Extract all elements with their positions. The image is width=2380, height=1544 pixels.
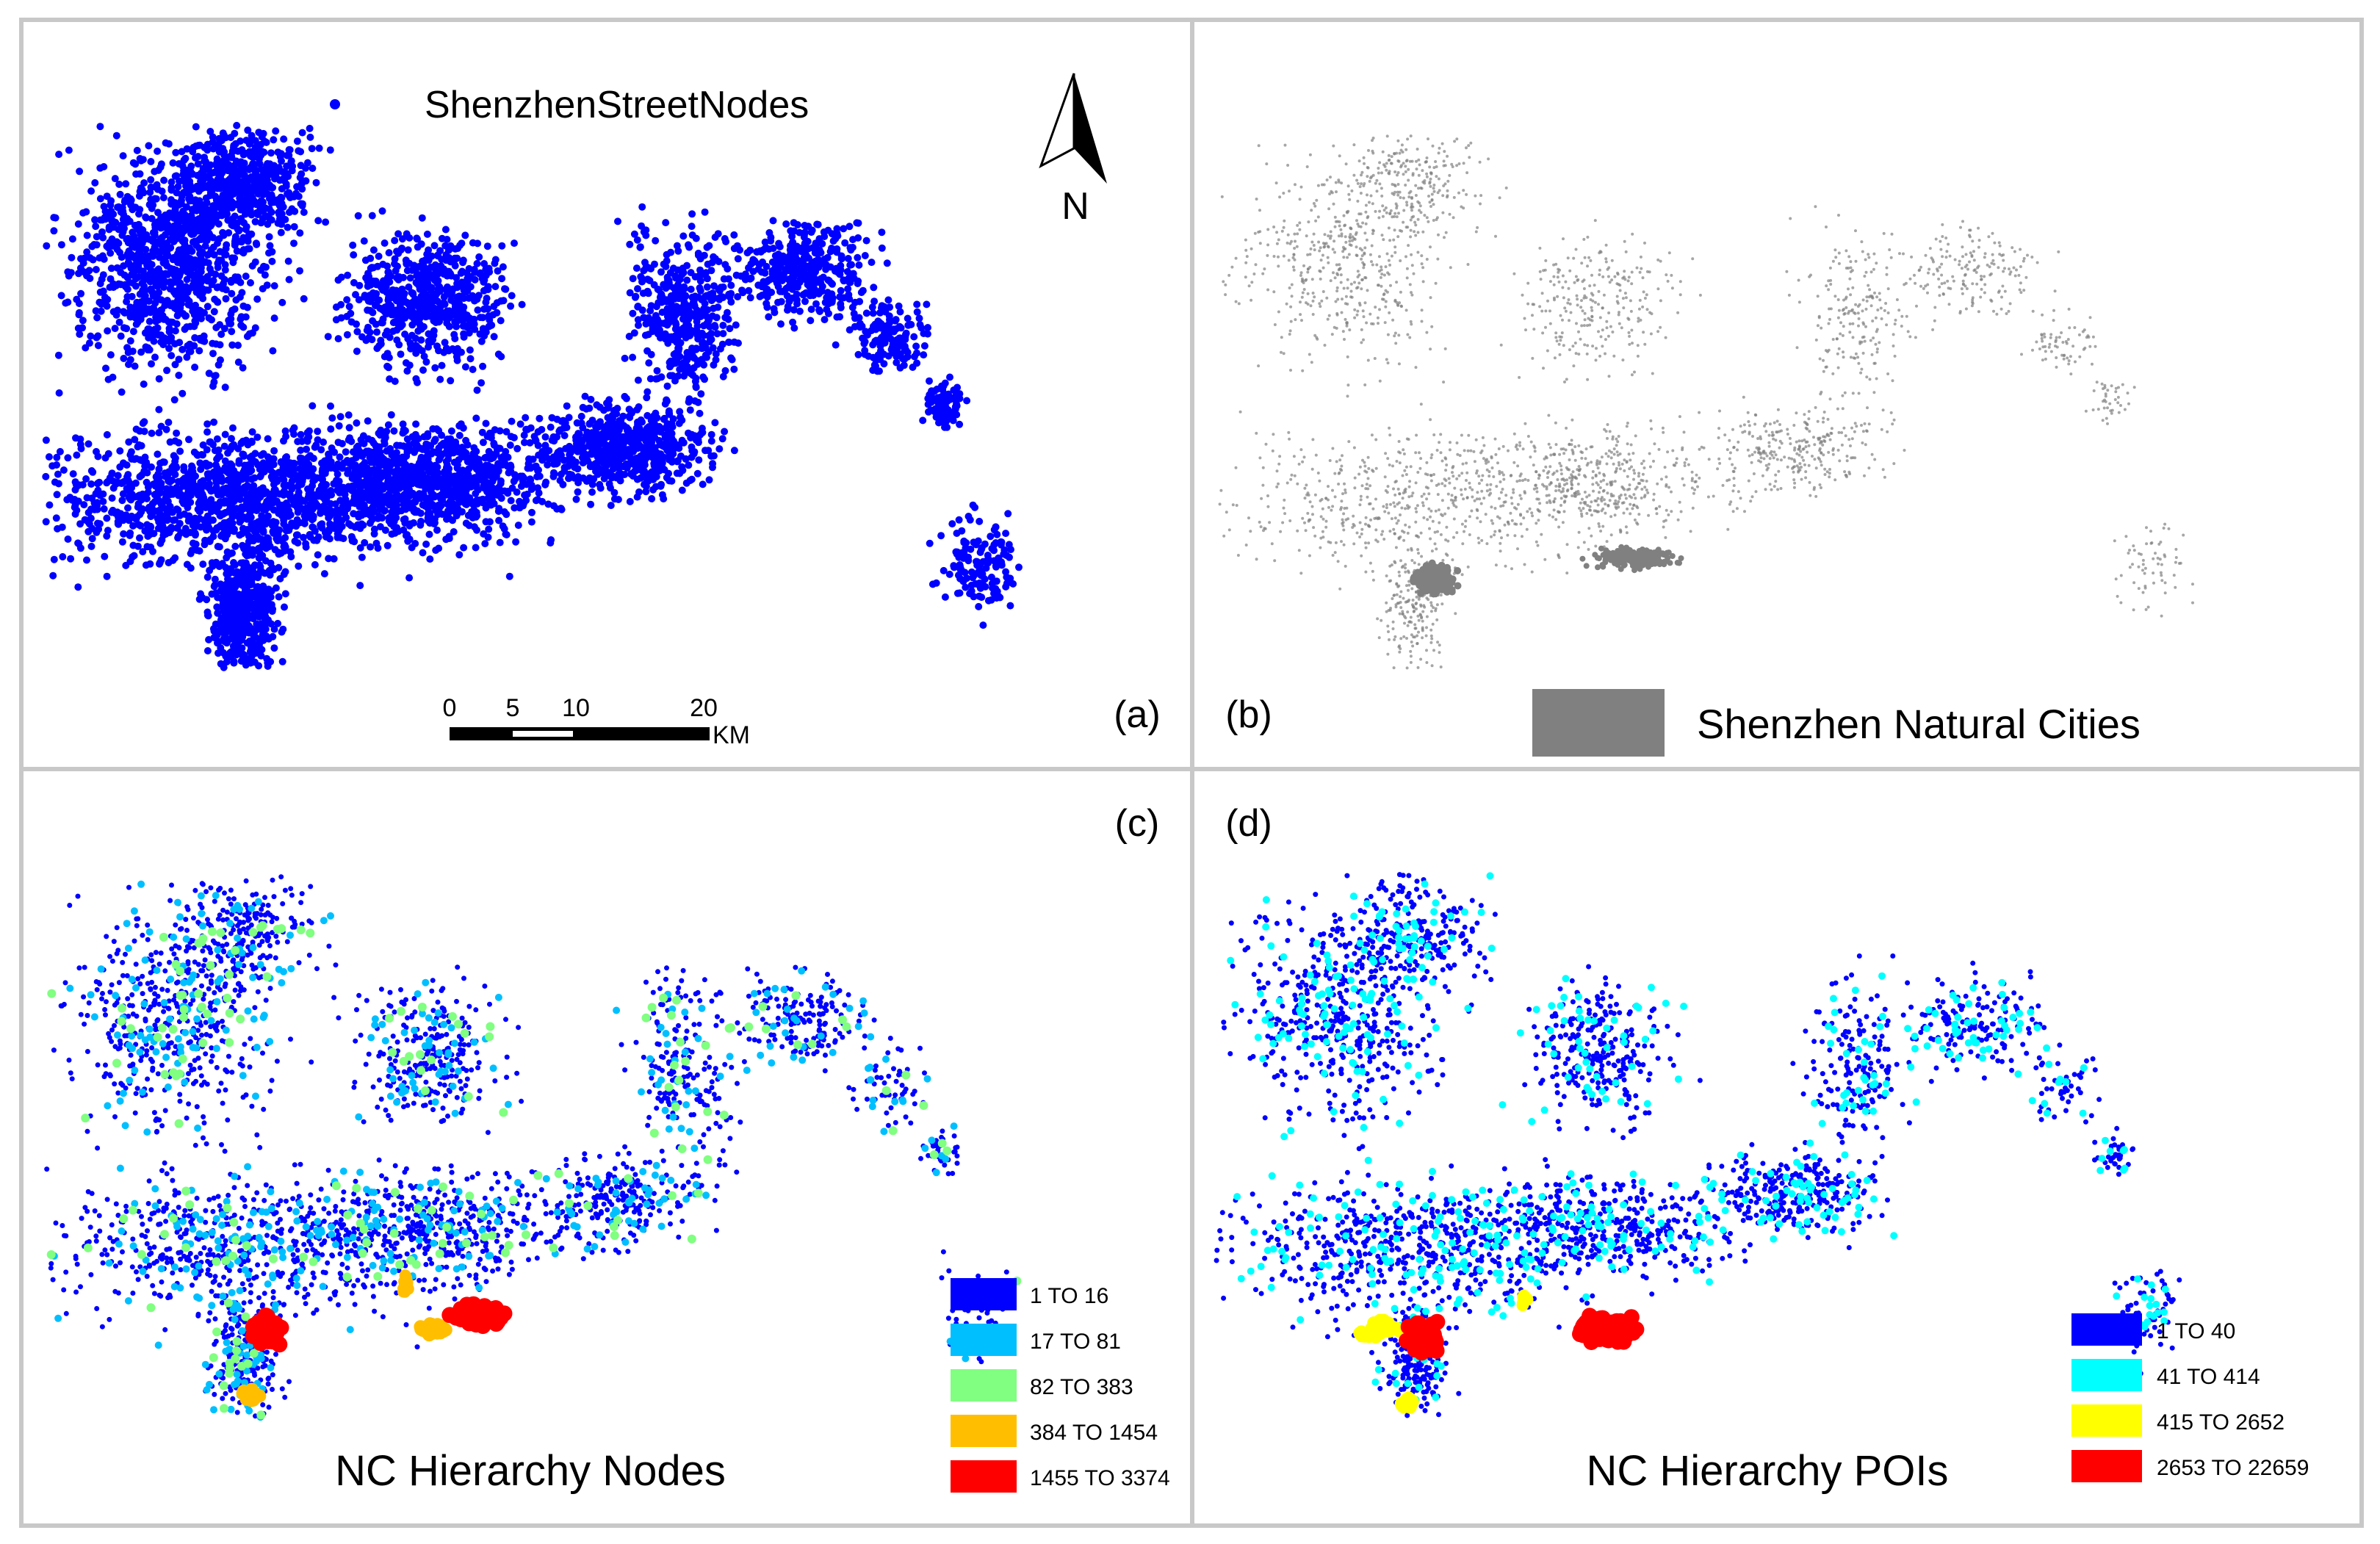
legend-label-2: 17 TO 81 xyxy=(1030,1330,1121,1354)
panel-a-canvas: ShenzhenStreetNodes N 0 5 10 20 KM (a) xyxy=(42,73,1161,749)
legend-swatch-3 xyxy=(2071,1404,2142,1437)
legend-label-1: 1 TO 40 xyxy=(2157,1319,2235,1343)
hierarchy-nodes-map xyxy=(44,874,1022,1421)
panel-d-label: (d) xyxy=(1225,802,1272,845)
legend-label: ShenzhenStreetNodes xyxy=(425,84,809,126)
panel-b-label: (b) xyxy=(1225,693,1272,736)
scale-tick-0: 0 xyxy=(443,694,457,722)
panel-c-canvas: (c) NC Hierarchy Nodes 1 TO 16 17 TO 81 … xyxy=(44,802,1170,1495)
legend-swatch-5 xyxy=(951,1460,1017,1493)
legend-swatch xyxy=(1532,689,1665,757)
legend-swatch-1 xyxy=(2071,1313,2142,1346)
legend-swatch-1 xyxy=(951,1278,1017,1310)
panel-d-canvas: (d) NC Hierarchy POIs 1 TO 40 41 TO 414 … xyxy=(1214,802,2309,1495)
panel-d-title: NC Hierarchy POIs xyxy=(1586,1447,1948,1495)
legend: 1 TO 16 17 TO 81 82 TO 383 384 TO 1454 1… xyxy=(951,1278,1170,1493)
panel-b-natural-cities: (b) Shenzhen Natural Cities xyxy=(1190,18,2364,771)
scale-bar: 0 5 10 20 KM xyxy=(443,694,750,749)
legend-point-symbol xyxy=(330,99,340,109)
legend-swatch-2 xyxy=(2071,1359,2142,1391)
legend-swatch-4 xyxy=(2071,1450,2142,1482)
scale-tick-5: 5 xyxy=(506,694,520,722)
legend-label-3: 82 TO 383 xyxy=(1030,1375,1133,1399)
panel-a-label: (a) xyxy=(1114,693,1161,736)
panel-c-title: NC Hierarchy Nodes xyxy=(335,1447,726,1495)
legend: 1 TO 40 41 TO 414 415 TO 2652 2653 TO 22… xyxy=(2071,1313,2309,1482)
scale-tick-10: 10 xyxy=(562,694,590,722)
scale-tick-20: 20 xyxy=(690,694,718,722)
legend-swatch-4 xyxy=(951,1415,1017,1447)
north-arrow-icon: N xyxy=(1039,73,1107,228)
panel-d-hierarchy-pois: (d) NC Hierarchy POIs 1 TO 40 41 TO 414 … xyxy=(1190,767,2364,1528)
legend-label-5: 1455 TO 3374 xyxy=(1030,1466,1170,1490)
legend-label-2: 41 TO 414 xyxy=(2157,1365,2260,1389)
natural-cities-map xyxy=(1218,134,2194,670)
legend-label: Shenzhen Natural Cities xyxy=(1697,701,2141,747)
panel-a-street-nodes: ShenzhenStreetNodes N 0 5 10 20 KM (a) xyxy=(19,18,1194,771)
legend-swatch-2 xyxy=(951,1324,1017,1356)
legend-label-3: 415 TO 2652 xyxy=(2157,1410,2285,1435)
panel-b-canvas: (b) Shenzhen Natural Cities xyxy=(1218,134,2194,757)
scale-unit: KM xyxy=(713,721,750,749)
legend-label-1: 1 TO 16 xyxy=(1030,1284,1108,1308)
street-nodes-map xyxy=(42,121,1023,671)
panel-c-hierarchy-nodes: (c) NC Hierarchy Nodes 1 TO 16 17 TO 81 … xyxy=(19,767,1194,1528)
legend-label-4: 2653 TO 22659 xyxy=(2157,1456,2309,1480)
north-label: N xyxy=(1061,185,1089,228)
hierarchy-pois-map xyxy=(1214,872,2182,1418)
legend-label-4: 384 TO 1454 xyxy=(1030,1421,1158,1445)
panel-c-label: (c) xyxy=(1115,802,1160,845)
legend-swatch-3 xyxy=(951,1369,1017,1401)
